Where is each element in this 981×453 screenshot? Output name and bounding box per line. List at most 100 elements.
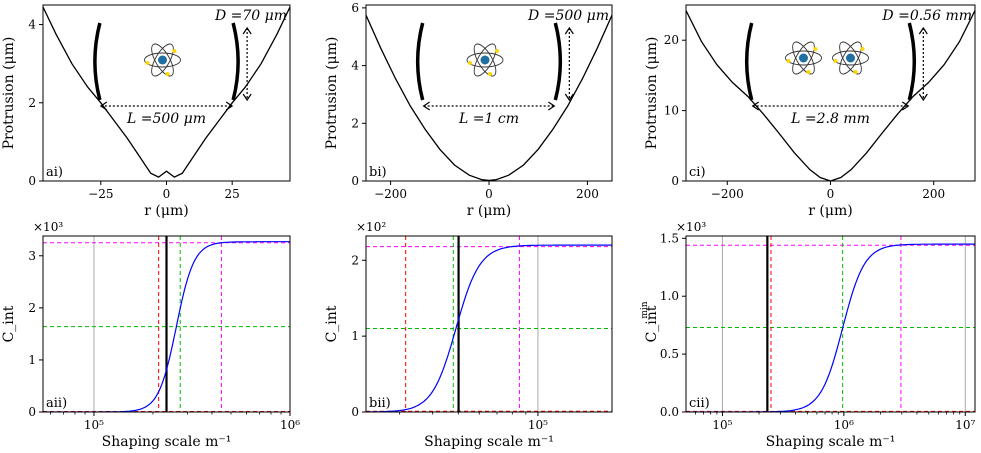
right-mirror	[907, 22, 916, 101]
y-axis-label-group: C_int	[1, 305, 17, 342]
electron-orbit	[473, 43, 497, 77]
y-tick-label: 1.5	[660, 231, 679, 245]
nucleus	[846, 53, 855, 63]
y-tick-label: 3	[28, 249, 36, 263]
plot-area	[43, 236, 290, 412]
nucleus	[480, 55, 490, 65]
y-tick-label: 0	[351, 174, 359, 188]
axis-multiplier: ×10³	[676, 220, 706, 234]
y-tick-label: 1	[351, 329, 359, 343]
electron	[806, 70, 811, 74]
plot-area	[366, 236, 612, 412]
y-tick-label: 2	[351, 116, 359, 130]
sigmoid-curve	[43, 241, 290, 412]
electron-orbit	[832, 50, 869, 66]
electron-orbit	[144, 52, 181, 68]
axes-frame	[365, 235, 613, 413]
atom-icon	[466, 43, 504, 77]
electron-orbit	[839, 41, 862, 75]
y-tick-label: 4	[351, 59, 359, 73]
electron-orbit	[792, 41, 815, 75]
y-tick-label: 0	[351, 405, 359, 419]
y-axis-label: C_int	[1, 305, 17, 342]
nucleus	[158, 55, 167, 65]
panel-bii: ×10² 10⁵ 0 1 2 Shaping scale m⁻¹ C_int bii)	[324, 220, 613, 450]
y-tick-label: 0	[28, 405, 36, 419]
protrusion-curve	[686, 10, 975, 181]
y-tick-label: 6	[351, 1, 359, 15]
plot-area	[686, 236, 975, 412]
panel-label: bi)	[369, 165, 387, 180]
x-axis-label: Shaping scale m⁻¹	[766, 434, 896, 450]
panel-bi: L =1 cm D =500 μm −200 0 200 0 2 4 6 r (μm) Protru…	[324, 1, 613, 219]
electron-orbit	[792, 41, 815, 75]
x-tick-label: 10⁶	[280, 418, 300, 432]
axes-frame	[685, 235, 976, 413]
panel-ci: L =2.8 mm D =0.56 mm −200 0 200 0 10 20 r (μm) Pr…	[644, 4, 976, 219]
axis-multiplier: ×10³	[33, 220, 63, 234]
x-tick-label: 10⁵	[84, 418, 104, 432]
y-axis-label: Protrusion (μm)	[324, 37, 340, 150]
atom-icon	[832, 41, 869, 75]
y-tick-label: 20	[664, 33, 679, 47]
length-label: L =2.8 mm	[790, 111, 870, 127]
atom-icon	[785, 41, 822, 75]
arrow-head	[548, 101, 556, 111]
right-mirror	[553, 22, 563, 101]
x-tick-label: 10⁵	[528, 418, 548, 432]
arrow-head	[242, 26, 252, 35]
x-tick-label: 200	[576, 187, 599, 201]
arrow-head	[751, 101, 760, 111]
depth-label: D =0.56 mm	[881, 8, 972, 24]
left-mirror	[415, 22, 425, 101]
electron-orbit	[466, 52, 504, 68]
panel-aii: ×10³ 10⁵ 10⁶ 0 1 2 3 Shaping scale m⁻¹ C_int aii)	[1, 220, 300, 450]
axes-frame	[42, 235, 291, 413]
x-tick-label: 0	[163, 187, 171, 201]
panel-label: cii)	[689, 396, 710, 411]
electron	[172, 49, 177, 53]
panel-label: aii)	[46, 396, 67, 411]
y-axis-label-superscript: min	[640, 301, 650, 318]
plot-area	[686, 10, 975, 181]
arrow-head	[564, 93, 574, 102]
panel-label: ci)	[689, 165, 706, 180]
electron	[145, 61, 150, 65]
arrow-head	[225, 101, 234, 111]
x-tick-label: 0	[485, 187, 493, 201]
electron	[813, 47, 818, 51]
panel-cii: ×10³ 10⁵ 10⁶ 10⁷ 0.0 0.5 1.0 1.5 Shaping scale m…	[640, 220, 976, 450]
electron-orbit	[473, 43, 497, 77]
x-tick-label: 10⁷	[955, 418, 975, 432]
panel-ai: L =500 μm D =70 μm −25 0 25 0 2 4 r (μm) Protrusi…	[1, 4, 291, 219]
y-axis-label: C_int	[324, 305, 340, 342]
y-tick-label: 10	[664, 104, 679, 118]
electron	[488, 72, 492, 76]
panel-label: bii)	[369, 396, 391, 411]
y-tick-label: 0.5	[660, 347, 679, 361]
sigmoid-curve	[686, 243, 975, 412]
arrow-head	[918, 26, 928, 35]
right-mirror	[231, 22, 240, 101]
arrow-head	[564, 26, 574, 35]
y-tick-label: 2	[28, 96, 36, 110]
x-tick-label: −200	[374, 187, 407, 201]
y-tick-label: 4	[28, 18, 36, 32]
electron	[833, 59, 838, 63]
electron-orbit	[151, 43, 174, 77]
x-axis-label: Shaping scale m⁻¹	[424, 434, 554, 450]
arrow-head	[99, 101, 108, 111]
y-tick-label: 2	[351, 253, 359, 267]
nucleus	[799, 53, 808, 63]
x-tick-label: 10⁵	[712, 418, 732, 432]
y-tick-label: 0	[671, 174, 679, 188]
x-axis-label: Shaping scale m⁻¹	[102, 434, 232, 450]
x-axis-label: r (μm)	[144, 203, 188, 219]
y-tick-label: 0.0	[660, 405, 679, 419]
electron-orbit	[785, 50, 822, 66]
y-axis-label-group: C_int	[324, 305, 340, 342]
y-tick-label: 1	[28, 353, 36, 367]
left-mirror	[93, 22, 102, 101]
depth-label: D =70 μm	[214, 8, 287, 24]
